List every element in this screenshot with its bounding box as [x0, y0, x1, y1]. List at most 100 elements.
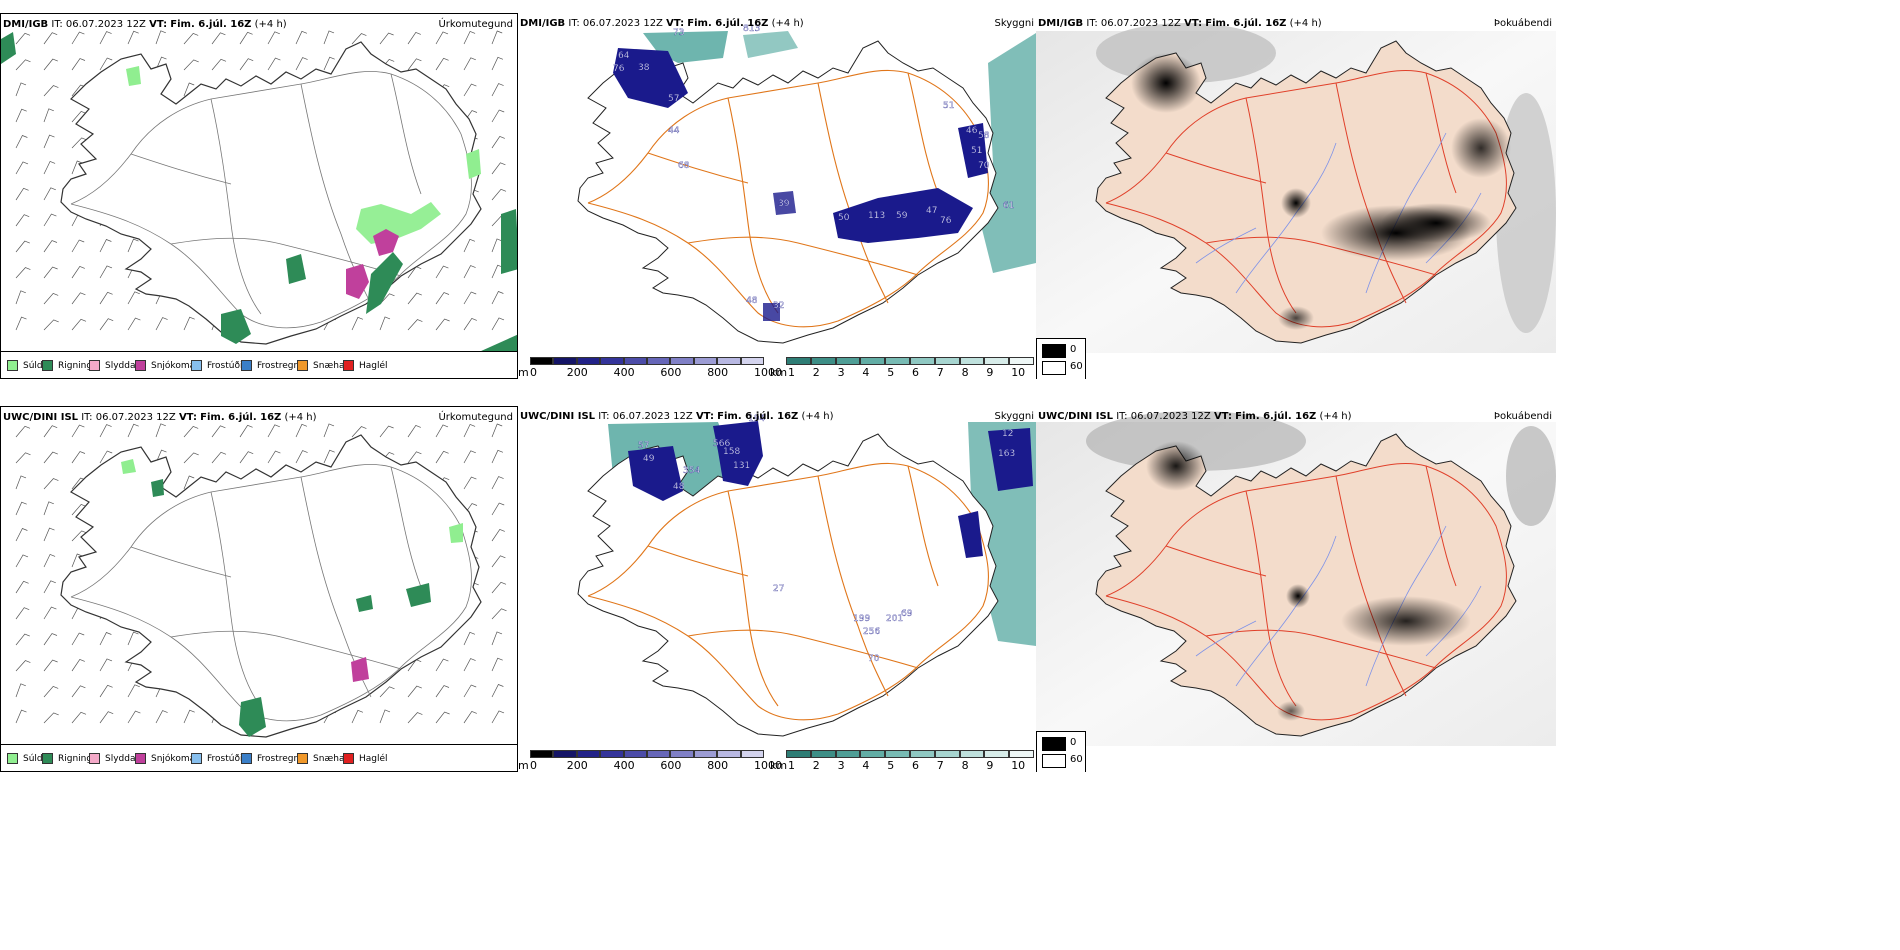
init-time: 06.07.2023 12Z — [1100, 18, 1181, 29]
wind-barb — [435, 685, 450, 698]
legend-label: Slydda — [105, 754, 136, 764]
colorbar-tick: 7 — [936, 759, 944, 772]
colorbar-segment — [600, 357, 624, 365]
legend-label: Snæhagl — [313, 754, 353, 764]
rain-area — [239, 697, 266, 737]
wind-barb — [295, 57, 308, 71]
wind-barb — [127, 238, 139, 253]
legend-item: Rigning — [42, 360, 92, 372]
colorbar-tick: 8 — [961, 759, 969, 772]
wind-barb — [435, 318, 450, 331]
fog-map — [1036, 411, 1556, 746]
rain-area — [373, 229, 399, 256]
wind-barb — [491, 684, 504, 698]
vt-label: VT: — [695, 411, 714, 422]
wind-barb — [407, 424, 421, 438]
colorbar-tick: 400 — [613, 366, 635, 379]
colorbar-segment — [576, 750, 601, 758]
wind-barb — [211, 32, 226, 45]
colorbar-segment — [786, 750, 811, 758]
model-name: UWC/DINI ISL — [3, 412, 79, 423]
cloud-base-value: 46 — [966, 126, 978, 136]
wind-barb — [71, 632, 85, 646]
cloud-base-value: 199 — [853, 614, 870, 624]
colorbar-segment — [835, 750, 861, 758]
wind-barb — [183, 32, 199, 45]
colorbar-tick: 3 — [837, 759, 845, 772]
wind-barb — [323, 56, 335, 71]
legend-item: Frostregn — [241, 753, 299, 765]
colorbar-segment — [670, 750, 694, 758]
vt-label: VT: — [1213, 411, 1232, 422]
panel-title: Skyggni — [994, 411, 1034, 422]
wind-barb — [183, 82, 195, 97]
colorbar-segment — [1009, 357, 1034, 365]
forecast-offset: (+4 h) — [801, 411, 834, 422]
legend-swatch — [135, 753, 146, 764]
wind-barb — [183, 316, 195, 331]
colorbar-segment — [693, 750, 718, 758]
fog-key-black: 0 — [1070, 344, 1077, 355]
legend-label: Snjókoma — [151, 361, 196, 371]
wind-barb — [43, 32, 58, 45]
wind-barb — [15, 475, 27, 490]
wind-barb — [351, 316, 364, 331]
precip-areas — [1, 32, 517, 354]
legend-item: Snjókoma — [135, 360, 195, 372]
wind-barb — [463, 684, 477, 698]
model-name: UWC/DINI ISL — [520, 411, 596, 422]
wind-barb — [491, 56, 504, 71]
wind-barb — [435, 450, 449, 464]
wind-barb — [491, 291, 504, 305]
visibility-colorbar: km 1 2 3 4 5 6 7 8 9 10 — [770, 750, 1036, 772]
colorbar-tick: 1 — [788, 366, 795, 379]
wind-barb — [435, 658, 449, 672]
panel-title: Úrkomutegund — [438, 19, 513, 30]
colorbar-tick: 5 — [887, 366, 895, 379]
wind-barb — [71, 424, 85, 438]
legend-label: Slydda — [105, 361, 136, 371]
colorbar-segment — [885, 750, 910, 758]
cloud-base-value: 64 — [618, 51, 630, 61]
wind-barb — [43, 712, 59, 724]
fog-key-black: 0 — [1070, 737, 1077, 748]
cloud-base-value: 50 — [838, 213, 850, 223]
colorbar-tick: 8 — [961, 366, 969, 379]
wind-barb — [267, 424, 280, 438]
colorbar-segment — [984, 750, 1010, 758]
cloud-base-value: 61 — [1003, 201, 1014, 211]
wind-barb — [99, 711, 114, 724]
legend-item: Haglél — [343, 360, 388, 372]
wind-barb — [463, 265, 476, 279]
wind-barb — [43, 527, 55, 542]
wind-barb — [155, 317, 168, 331]
model-name: DMI/IGB — [1038, 18, 1084, 29]
colorbar-tick: 9 — [986, 366, 994, 379]
wind-barb — [15, 316, 27, 331]
colorbar-segment — [553, 750, 577, 758]
it-label: IT: — [1086, 18, 1098, 29]
wind-barb — [351, 33, 367, 45]
wind-barb — [43, 187, 56, 201]
legend-label: Frostúði — [207, 754, 243, 764]
wind-barb — [267, 450, 281, 464]
wind-barb — [15, 32, 31, 45]
wind-barb — [15, 267, 31, 279]
colorbar-segment — [740, 357, 764, 365]
iceland-outline — [60, 41, 482, 345]
forecast-offset: (+4 h) — [1319, 411, 1352, 422]
wind-barb — [127, 30, 139, 45]
colorbar-tick: 1000 — [754, 759, 782, 772]
panel-title: Þokuábendi — [1493, 18, 1552, 29]
wind-barb — [43, 292, 59, 305]
wind-barb — [15, 135, 28, 149]
legend-swatch — [42, 753, 53, 764]
panel-title: Skyggni — [994, 18, 1034, 29]
cloud-base-value: 70 — [868, 654, 880, 664]
fog-key: 0 60 — [1036, 338, 1086, 379]
colorbar-unit: km — [770, 759, 788, 772]
wind-barb — [43, 213, 57, 227]
legend-label: Frostregn — [257, 754, 300, 764]
